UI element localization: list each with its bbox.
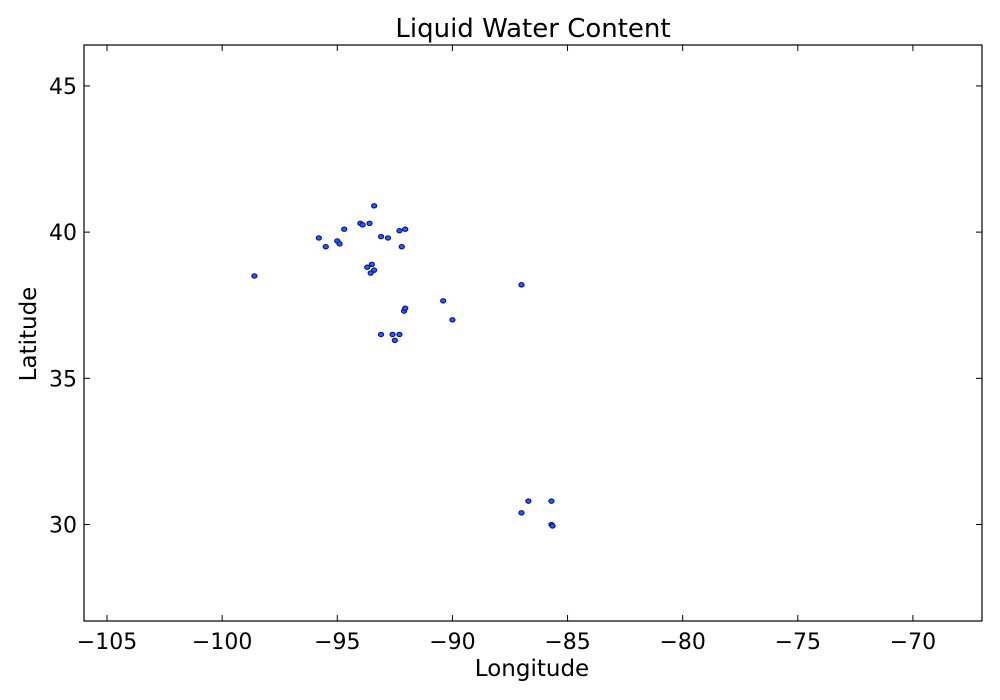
data-point — [440, 298, 447, 304]
x-tick-label: −85 — [544, 630, 590, 655]
chart-title: Liquid Water Content — [395, 14, 670, 44]
data-point — [548, 498, 555, 504]
x-tick-label: −100 — [192, 630, 252, 655]
data-point — [364, 264, 371, 270]
data-point — [391, 337, 398, 344]
y-axis-ticks: 30 35 40 45 — [49, 75, 982, 539]
data-point — [366, 220, 373, 227]
x-tick-label: −70 — [890, 630, 936, 655]
x-tick-label: −80 — [659, 630, 705, 655]
data-point — [367, 270, 374, 276]
data-point — [359, 222, 366, 228]
x-tick-label: −75 — [775, 630, 821, 655]
y-tick-label: 35 — [49, 367, 77, 392]
data-point — [402, 226, 409, 232]
data-point — [449, 317, 456, 323]
data-point — [384, 235, 392, 241]
x-axis-label: Longitude — [475, 656, 589, 682]
data-point — [315, 235, 322, 241]
data-point — [377, 331, 385, 338]
data-point — [322, 244, 329, 250]
data-point — [549, 523, 556, 529]
data-point — [336, 241, 343, 247]
x-axis-ticks: −105 −100 −95 −90 −85 −80 −75 −70 — [77, 45, 936, 655]
data-point — [525, 498, 532, 504]
data-point — [402, 305, 409, 311]
x-tick-label: −90 — [429, 630, 475, 655]
data-points — [251, 203, 556, 529]
data-point — [341, 226, 348, 232]
x-tick-label: −95 — [314, 630, 360, 655]
data-point — [377, 233, 385, 240]
data-point — [396, 331, 403, 338]
data-point — [518, 282, 525, 288]
data-point — [396, 227, 403, 234]
data-point — [389, 331, 396, 338]
data-point — [518, 510, 525, 516]
y-tick-label: 45 — [49, 75, 77, 100]
plot-area-frame — [83, 44, 983, 622]
data-point — [251, 273, 258, 279]
data-point — [368, 261, 375, 267]
data-point — [371, 203, 378, 209]
data-point — [398, 244, 405, 250]
y-tick-label: 40 — [49, 221, 77, 246]
x-tick-label: −105 — [77, 630, 137, 655]
y-axis-label: Latitude — [16, 287, 42, 382]
y-tick-label: 30 — [49, 514, 77, 539]
